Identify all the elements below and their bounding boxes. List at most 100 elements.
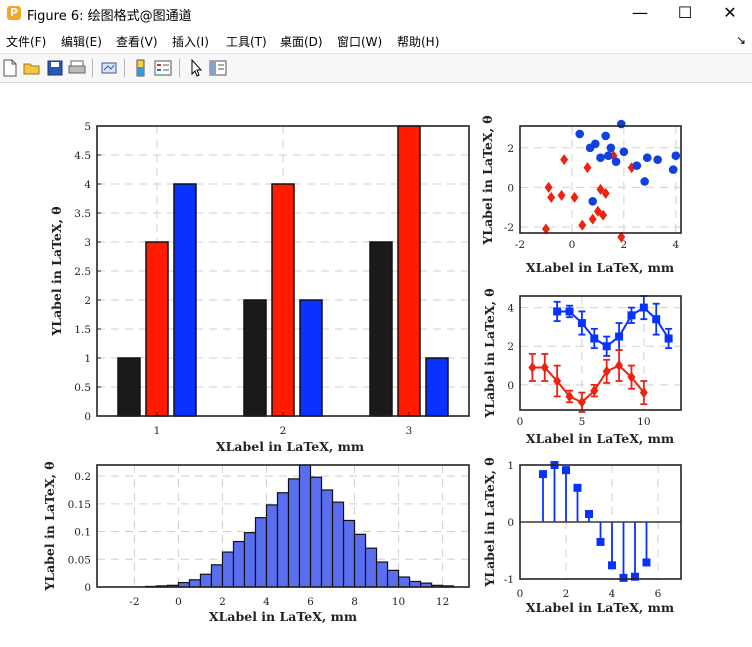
- errorbar-square-point: [590, 334, 599, 343]
- errorbar-diamond-point: [639, 387, 648, 399]
- legend-icon[interactable]: [153, 58, 173, 78]
- x-tick-label: 6: [655, 588, 662, 600]
- scatter-circle-point: [591, 139, 600, 149]
- errorbar-diamond-point: [615, 360, 624, 372]
- stem-marker: [539, 470, 547, 479]
- errorbar-diamond-point: [528, 361, 537, 373]
- y-tick-label: 2: [507, 341, 514, 353]
- x-axis-label: XLabel in LaTeX, mm: [209, 609, 357, 624]
- y-tick-label: 0: [507, 517, 514, 529]
- histogram-bar: [331, 501, 345, 588]
- scatter-diamond-point: [593, 205, 602, 217]
- y-axis-label: YLabel in LaTeX, θ: [482, 288, 497, 418]
- histogram-bar: [276, 492, 290, 588]
- menu-insert[interactable]: 插入(I): [172, 35, 209, 49]
- y-axis-label: YLabel in LaTeX, θ: [482, 457, 497, 587]
- errorbar-diamond-point: [602, 365, 611, 377]
- scatter-circle-point: [640, 177, 649, 186]
- errorbar-series-line: [532, 364, 645, 404]
- errorbar-square-point: [664, 334, 673, 343]
- stem-marker: [573, 483, 582, 492]
- menu-edit[interactable]: 编辑(E): [61, 35, 102, 49]
- new-figure-icon[interactable]: [0, 58, 20, 78]
- stem-marker: [631, 572, 639, 581]
- bar: [397, 125, 421, 417]
- scatter-diamond-point: [557, 189, 566, 201]
- bar: [369, 241, 393, 417]
- menu-file[interactable]: 文件(F): [6, 35, 47, 49]
- y-tick-label: -2: [504, 222, 514, 234]
- x-tick-label: 3: [406, 425, 413, 437]
- pointer-icon[interactable]: [186, 58, 206, 78]
- histogram-bar: [232, 540, 246, 588]
- link-plot-icon[interactable]: [99, 58, 119, 78]
- x-tick-label: 0: [569, 239, 576, 251]
- colorbar-icon[interactable]: [131, 58, 151, 78]
- bar: [117, 357, 141, 417]
- histogram-bar: [287, 478, 301, 588]
- property-inspector-icon[interactable]: [208, 58, 228, 78]
- scatter-diamond-point: [601, 187, 610, 199]
- histogram-bar: [309, 476, 323, 588]
- scatter-diamond-point: [547, 191, 556, 203]
- menu-help[interactable]: 帮助(H): [397, 35, 440, 49]
- print-icon[interactable]: [67, 58, 87, 78]
- open-file-icon[interactable]: [22, 58, 42, 78]
- x-tick-label: -2: [129, 596, 139, 608]
- menu-desktop[interactable]: 桌面(D): [280, 35, 323, 49]
- stem-marker: [585, 510, 593, 519]
- menu-window[interactable]: 窗口(W): [337, 35, 383, 49]
- y-axis-label: YLabel in LaTeX, θ: [42, 461, 57, 591]
- scatter-circle-point: [588, 196, 598, 206]
- scatter-circle-point: [642, 153, 652, 163]
- menu-tools[interactable]: 工具(T): [226, 35, 267, 49]
- histogram-bar: [243, 532, 257, 588]
- y-tick-label: 1.5: [74, 324, 91, 336]
- close-button[interactable]: ✕: [723, 3, 737, 22]
- menu-view[interactable]: 查看(V): [116, 35, 158, 49]
- y-tick-label: 0: [507, 380, 514, 392]
- histogram-bar: [254, 517, 268, 588]
- scatter-diamond-point: [596, 183, 605, 195]
- y-tick-label: 2.5: [74, 266, 91, 278]
- y-tick-label: 4.5: [74, 150, 91, 162]
- menu-bar: 文件(F) 编辑(E) 查看(V) 插入(I) 工具(T) 桌面(D) 窗口(W…: [0, 30, 752, 52]
- y-tick-label: 0: [84, 411, 91, 423]
- scatter-circle-point: [611, 157, 621, 166]
- menu-overflow-arrow-icon[interactable]: ↘: [735, 33, 746, 47]
- x-tick-label: 2: [621, 239, 628, 251]
- save-icon[interactable]: [45, 58, 65, 78]
- stem-chart-frame: [519, 464, 682, 580]
- histogram-bar: [375, 561, 389, 588]
- window-title: Figure 6: 绘图格式@图通道: [27, 9, 192, 24]
- errorbar-diamond-point: [565, 390, 574, 402]
- errorbar-diamond-point: [590, 385, 599, 397]
- x-axis-label: XLabel in LaTeX, mm: [526, 600, 674, 615]
- histogram-bar: [364, 547, 378, 588]
- histogram-bar: [320, 489, 334, 588]
- x-tick-label: -2: [515, 239, 525, 251]
- x-tick-label: 2: [280, 425, 287, 437]
- scatter-diamond-point: [617, 231, 626, 243]
- x-tick-label: 2: [563, 588, 570, 600]
- bar: [145, 241, 169, 417]
- y-tick-label: 0.15: [68, 499, 91, 511]
- scatter-diamond-point: [583, 162, 592, 174]
- histogram-bar: [408, 580, 422, 588]
- x-tick-label: 0: [517, 416, 524, 428]
- scatter-diamond-point: [541, 223, 550, 235]
- scatter-circle-point: [632, 161, 642, 170]
- scatter-diamond-point: [560, 154, 569, 166]
- minimize-button[interactable]: —: [632, 3, 648, 22]
- errorbar-square-point: [627, 311, 636, 320]
- errorbar-diamond-point: [627, 371, 636, 383]
- toolbar-separator: [179, 59, 180, 77]
- x-tick-label: 4: [263, 596, 270, 608]
- scatter-circle-point: [653, 155, 662, 164]
- scatter-diamond-point: [578, 219, 587, 231]
- y-tick-label: 0.1: [74, 527, 91, 539]
- histogram-bar: [265, 504, 279, 588]
- errorbar-chart-bg: [520, 296, 681, 410]
- maximize-button[interactable]: ☐: [677, 3, 693, 22]
